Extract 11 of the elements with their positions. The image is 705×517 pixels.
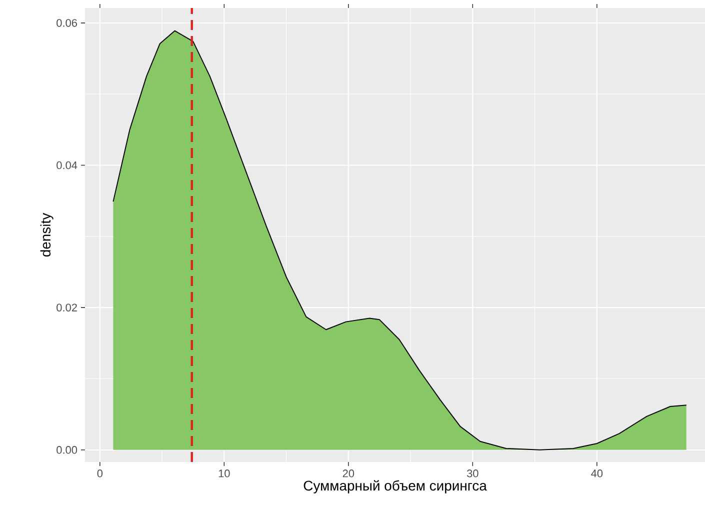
x-tick-label: 40 — [591, 470, 603, 478]
y-tick-label: 0.06 — [56, 19, 77, 27]
y-axis-title: density — [40, 212, 54, 257]
y-tick-label: 0.02 — [56, 304, 77, 312]
x-axis-title: Суммарный объем сирингса — [304, 480, 487, 494]
x-tick-label: 20 — [342, 470, 354, 478]
x-tick-label: 10 — [218, 470, 230, 478]
y-tick-label: 0.04 — [56, 161, 78, 170]
y-tick-label: 0.00 — [56, 446, 78, 454]
x-tick-label: 0 — [97, 470, 103, 478]
x-tick-label: 30 — [466, 470, 478, 478]
